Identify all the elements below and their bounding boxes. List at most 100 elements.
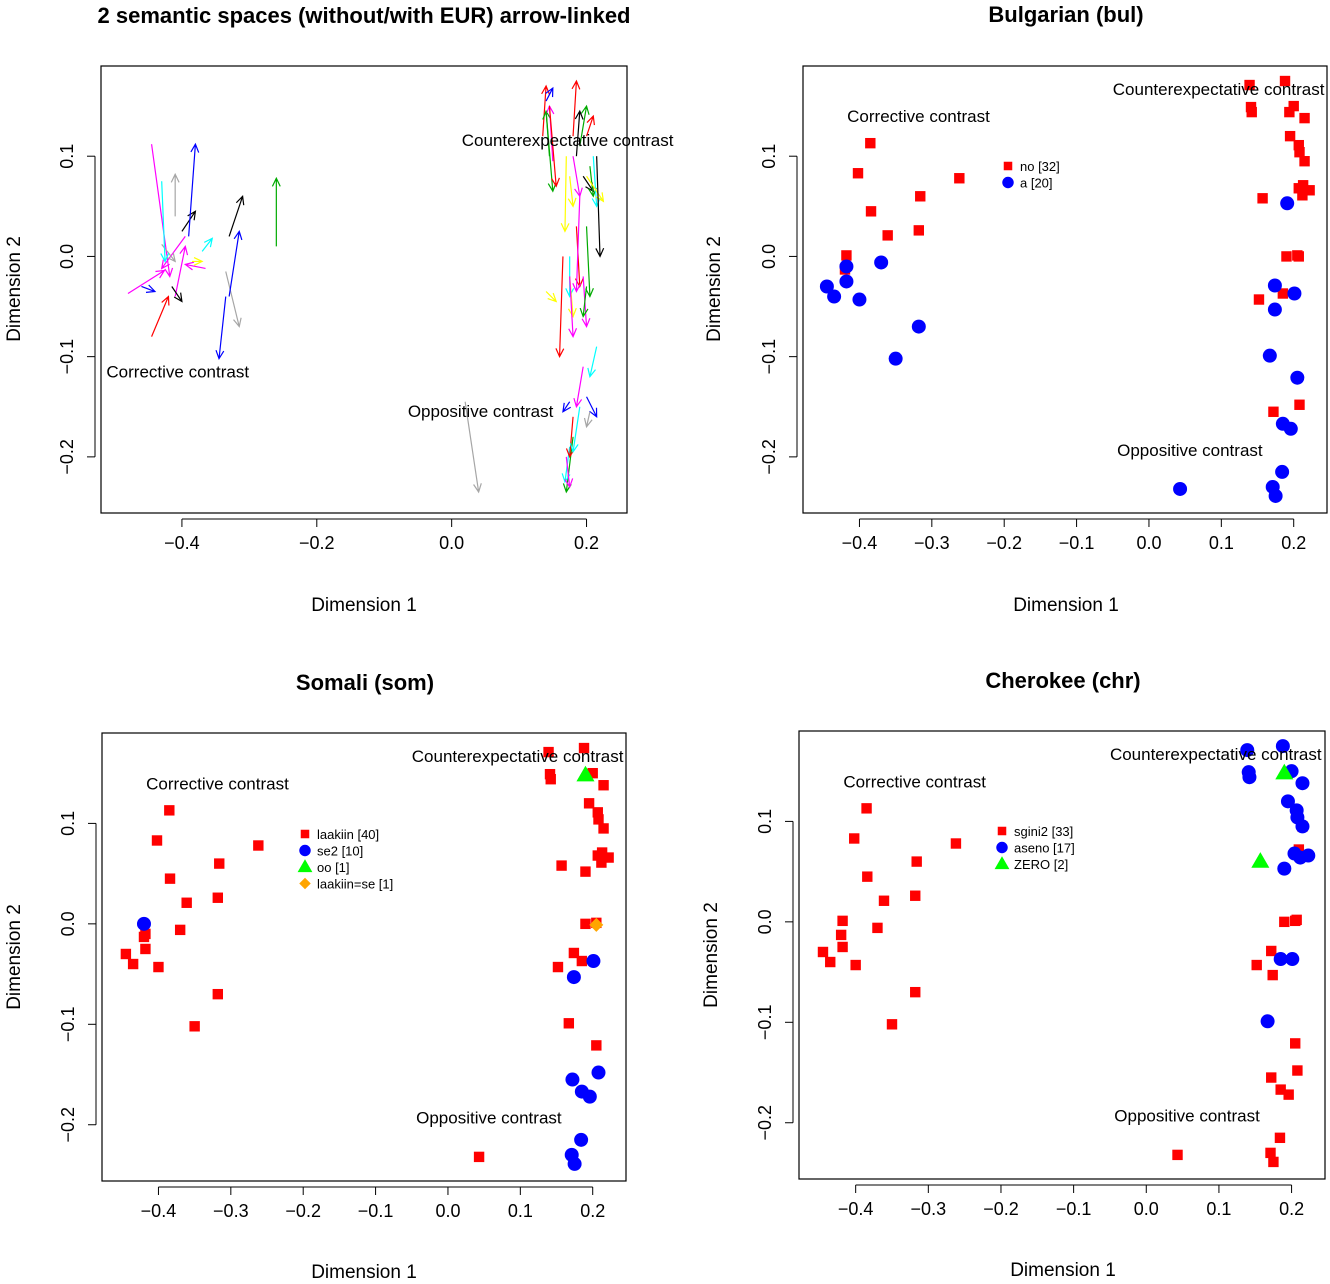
arrows [127, 79, 605, 494]
data-point [1299, 156, 1310, 167]
y-tick-label: 0.0 [58, 911, 78, 936]
data-point [140, 943, 151, 955]
arrow [586, 396, 598, 419]
arrow [568, 276, 578, 338]
x-tick-label: 0.0 [439, 533, 464, 553]
y-tick-label: 0.1 [58, 811, 78, 836]
x-ticks: −0.4 −0.3 −0.2 −0.1 0.0 0.1 0.2 [838, 1184, 1304, 1219]
arrow [574, 109, 584, 157]
arrow [595, 156, 605, 258]
arrow [560, 156, 570, 233]
data-point [862, 871, 873, 882]
data-point [582, 1089, 597, 1104]
data-point [1262, 348, 1277, 363]
data-point [872, 922, 883, 934]
x-tick-label: 0.0 [1136, 533, 1161, 553]
region-annotation: Oppositive contrast [1114, 1107, 1260, 1126]
data-point [1257, 193, 1268, 204]
region-annotation: Counterexpectative contrast [412, 747, 624, 766]
arrow [573, 366, 584, 409]
data-point [1299, 112, 1310, 124]
region-annotation: Corrective contrast [847, 107, 990, 126]
legend-marker [997, 826, 1007, 836]
data-point [598, 780, 609, 791]
data-point [1265, 1147, 1276, 1159]
x-tick-label: −0.4 [842, 533, 878, 553]
arrow [545, 86, 554, 102]
y-ticks: −0.2 −0.1 0.0 0.1 [58, 811, 97, 1143]
y-ticks: −0.2 −0.1 0.0 0.1 [57, 144, 96, 475]
data-point [1267, 278, 1282, 293]
panel-cherokee: Cherokee (chr) Dimension 1 Dimension 2 −… [701, 668, 1326, 1281]
data-point [849, 833, 860, 844]
data-point [913, 225, 925, 236]
plot-frame [100, 65, 628, 514]
y-axis-label: Dimension 2 [4, 904, 25, 1010]
data-point [850, 959, 861, 971]
arrow [174, 245, 189, 297]
data-point [874, 255, 889, 270]
data-point [1293, 251, 1304, 262]
data-point [1294, 146, 1305, 158]
data-point [915, 191, 926, 202]
y-tick-label: 0.0 [759, 244, 779, 269]
x-tick-label: −0.3 [914, 533, 950, 553]
data-point [1268, 488, 1283, 503]
x-tick-label: 0.0 [1134, 1199, 1159, 1219]
data-point [827, 289, 842, 304]
arrow [569, 406, 581, 454]
region-annotation: Counterexpectative contrast [1113, 80, 1325, 99]
arrow [228, 230, 243, 297]
data-point [596, 857, 607, 868]
x-tick-label: −0.3 [911, 1199, 947, 1219]
panel-title: 2 semantic spaces (without/with EUR) arr… [98, 3, 631, 28]
data-point [1268, 1156, 1279, 1168]
legend: sgini2 [33] aseno [17]ZERO [2] [994, 824, 1075, 872]
data-point [576, 765, 595, 782]
data-point [910, 986, 921, 998]
y-tick-label: −0.1 [759, 339, 779, 375]
x-tick-label: −0.1 [1056, 1199, 1092, 1219]
data-point [120, 948, 132, 960]
data-point [1260, 1014, 1275, 1029]
data-point [567, 1156, 582, 1171]
legend-marker [299, 877, 311, 890]
annotations: Counterexpectative contrast Corrective co… [106, 131, 673, 421]
data-point [1277, 288, 1289, 299]
data-point [1284, 106, 1295, 118]
data-point [545, 774, 556, 785]
y-axis-label: Dimension 2 [704, 236, 725, 342]
x-tick-label: −0.2 [285, 1201, 321, 1221]
data-point [1173, 481, 1188, 496]
data-point [837, 941, 848, 953]
data-point [865, 137, 876, 149]
region-annotation: Counterexpectative contrast [462, 131, 674, 150]
data-point [574, 1132, 589, 1147]
x-ticks: −0.4 −0.3 −0.2 −0.1 0.0 0.1 0.2 [141, 1186, 605, 1221]
data-point [886, 1019, 898, 1030]
region-annotation: Corrective contrast [106, 363, 249, 382]
data-point [591, 1065, 606, 1080]
data-point [1251, 959, 1262, 971]
data-point [837, 915, 848, 927]
data-point [214, 858, 225, 869]
arrow [160, 181, 170, 263]
x-tick-label: 0.2 [574, 533, 599, 553]
arrow [225, 271, 242, 328]
panel-arrow-linked: 2 semantic spaces (without/with EUR) arr… [4, 3, 674, 616]
legend-marker [300, 829, 310, 839]
data-point [839, 259, 854, 274]
data-point [543, 746, 554, 758]
data-point [1242, 770, 1257, 785]
plot-frame [101, 732, 627, 1182]
region-annotation: Corrective contrast [146, 774, 289, 793]
arrow [567, 176, 577, 208]
data-point [1275, 739, 1290, 754]
data-point [835, 929, 847, 941]
arrow [545, 111, 557, 193]
arrow [579, 104, 590, 147]
data-point [568, 947, 580, 959]
data-point [878, 895, 890, 906]
data-point [1283, 421, 1298, 436]
